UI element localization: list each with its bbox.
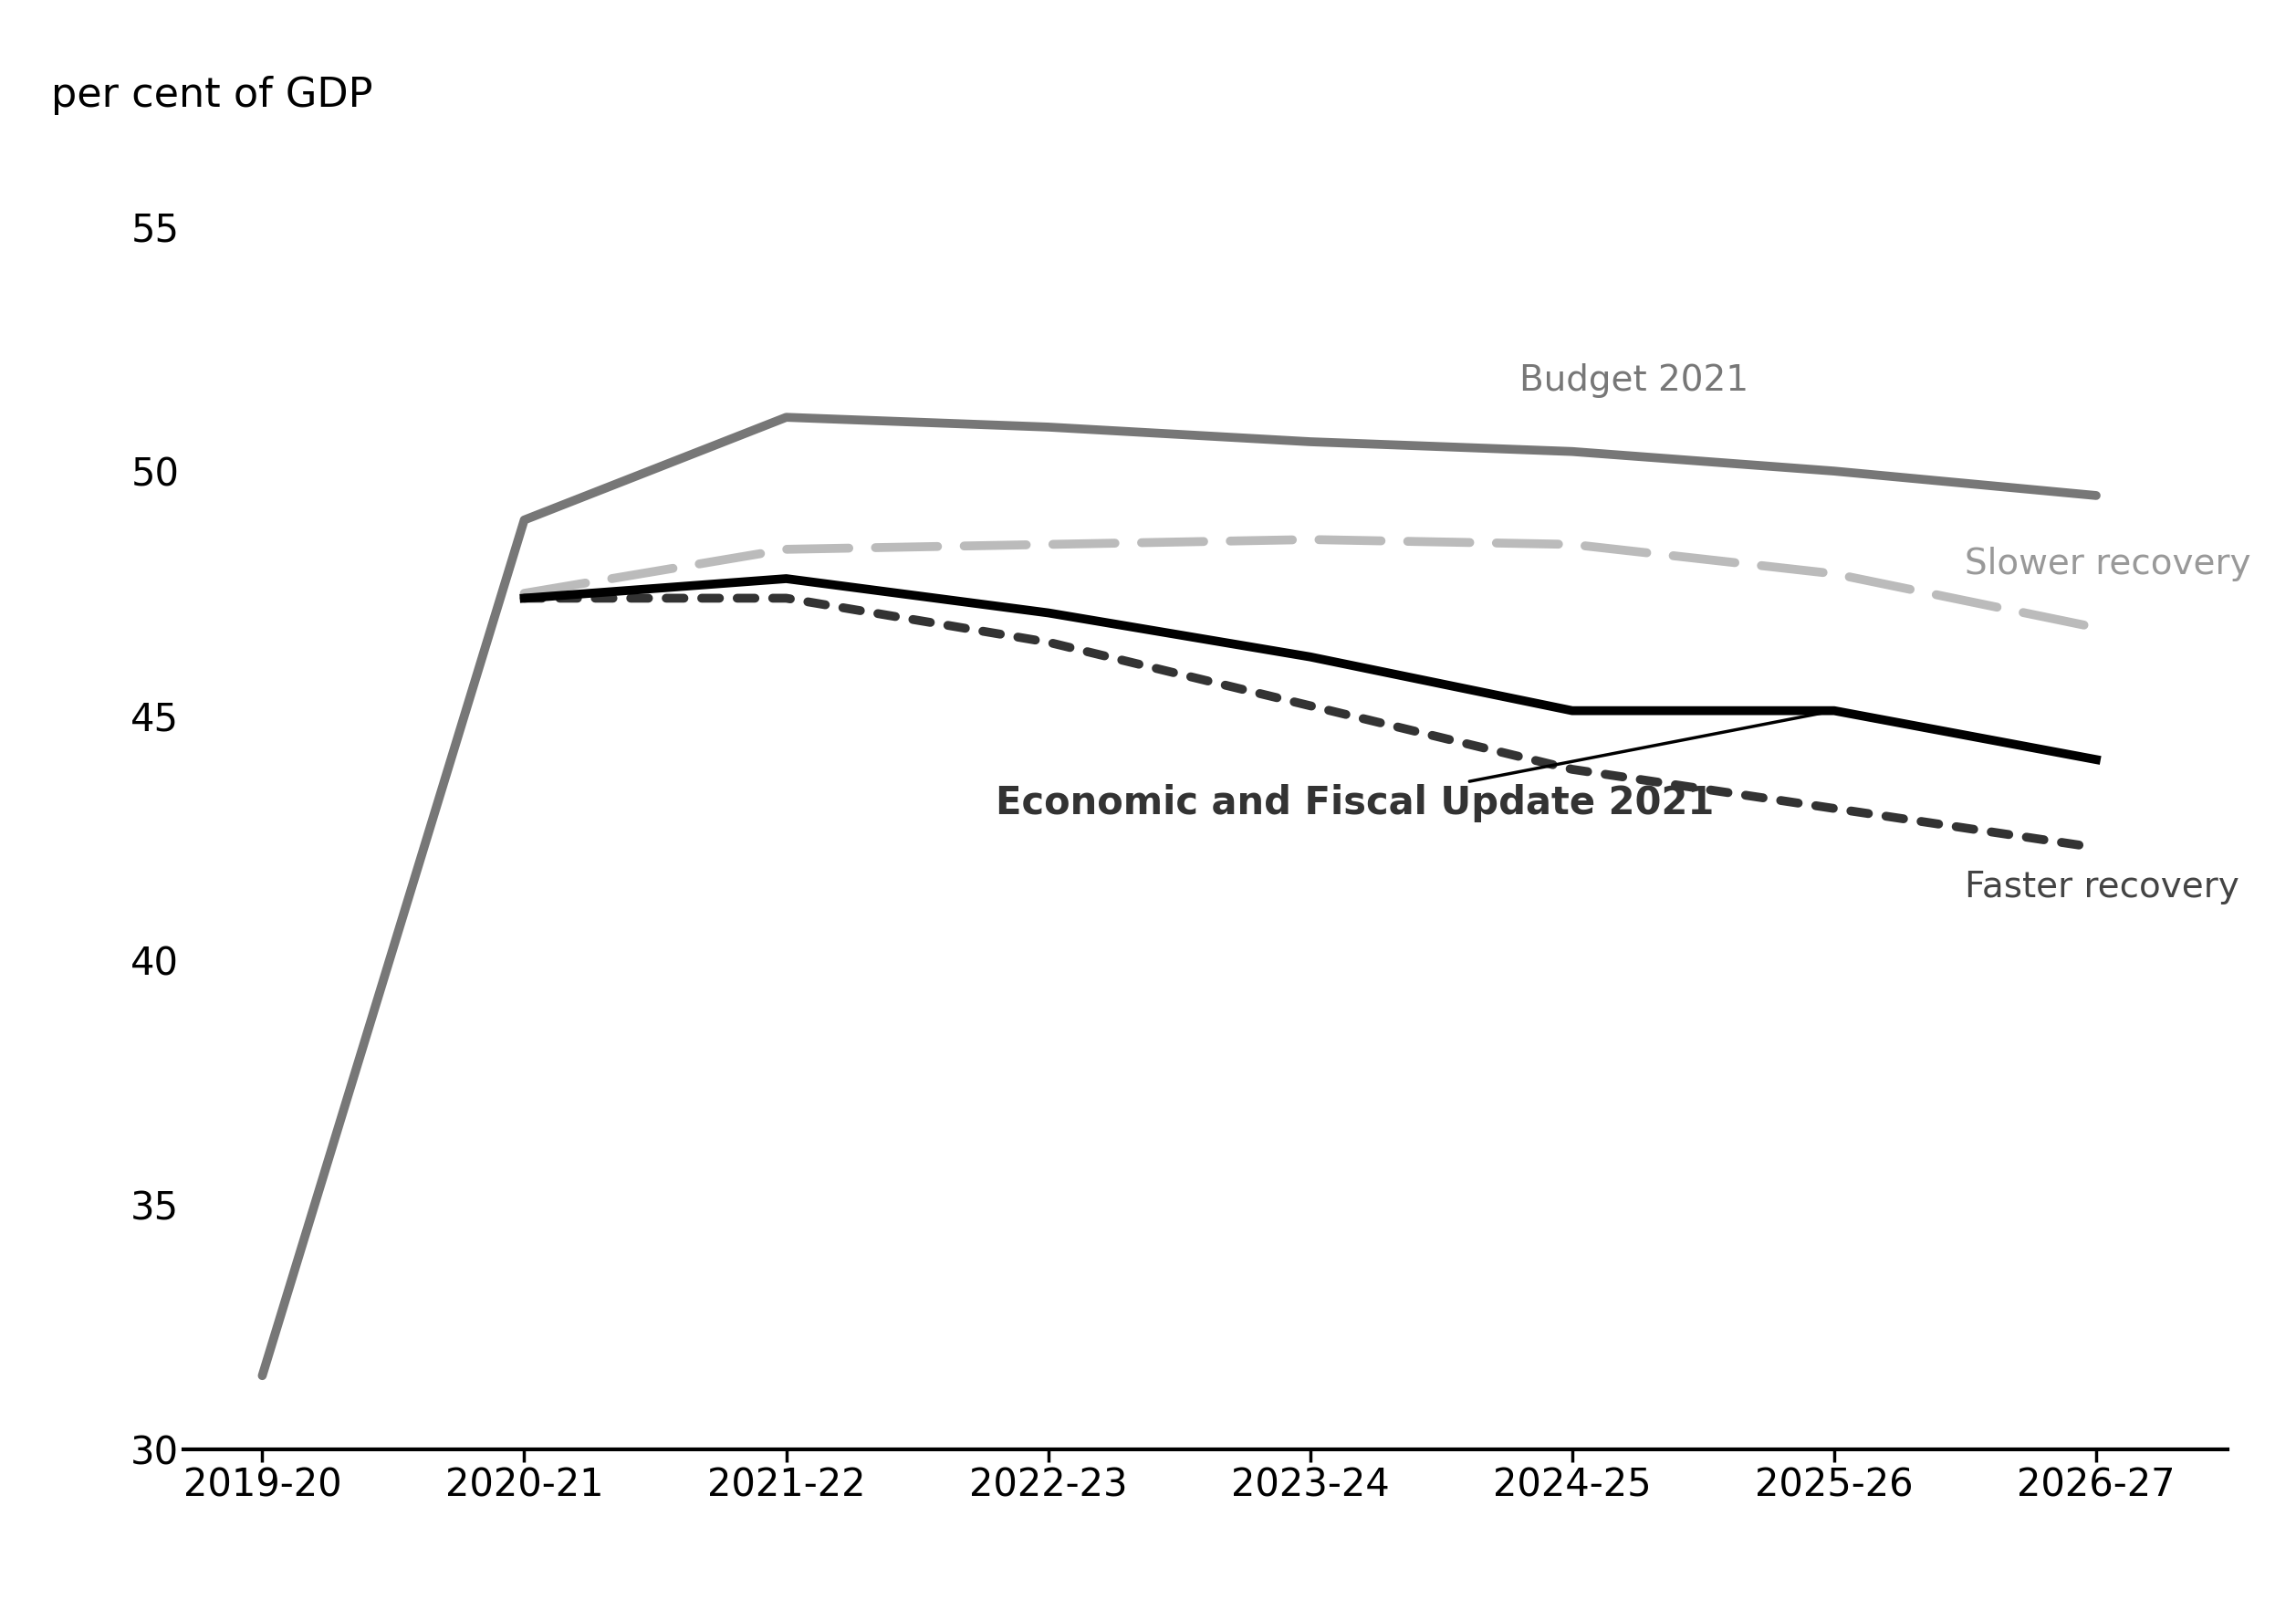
Text: Economic and Fiscal Update 2021: Economic and Fiscal Update 2021 [996,712,1832,823]
Text: Faster recovery: Faster recovery [1965,869,2239,905]
Text: Slower recovery: Slower recovery [1965,547,2250,581]
Text: per cent of GDP: per cent of GDP [51,76,372,116]
Text: Budget 2021: Budget 2021 [1520,362,1750,398]
